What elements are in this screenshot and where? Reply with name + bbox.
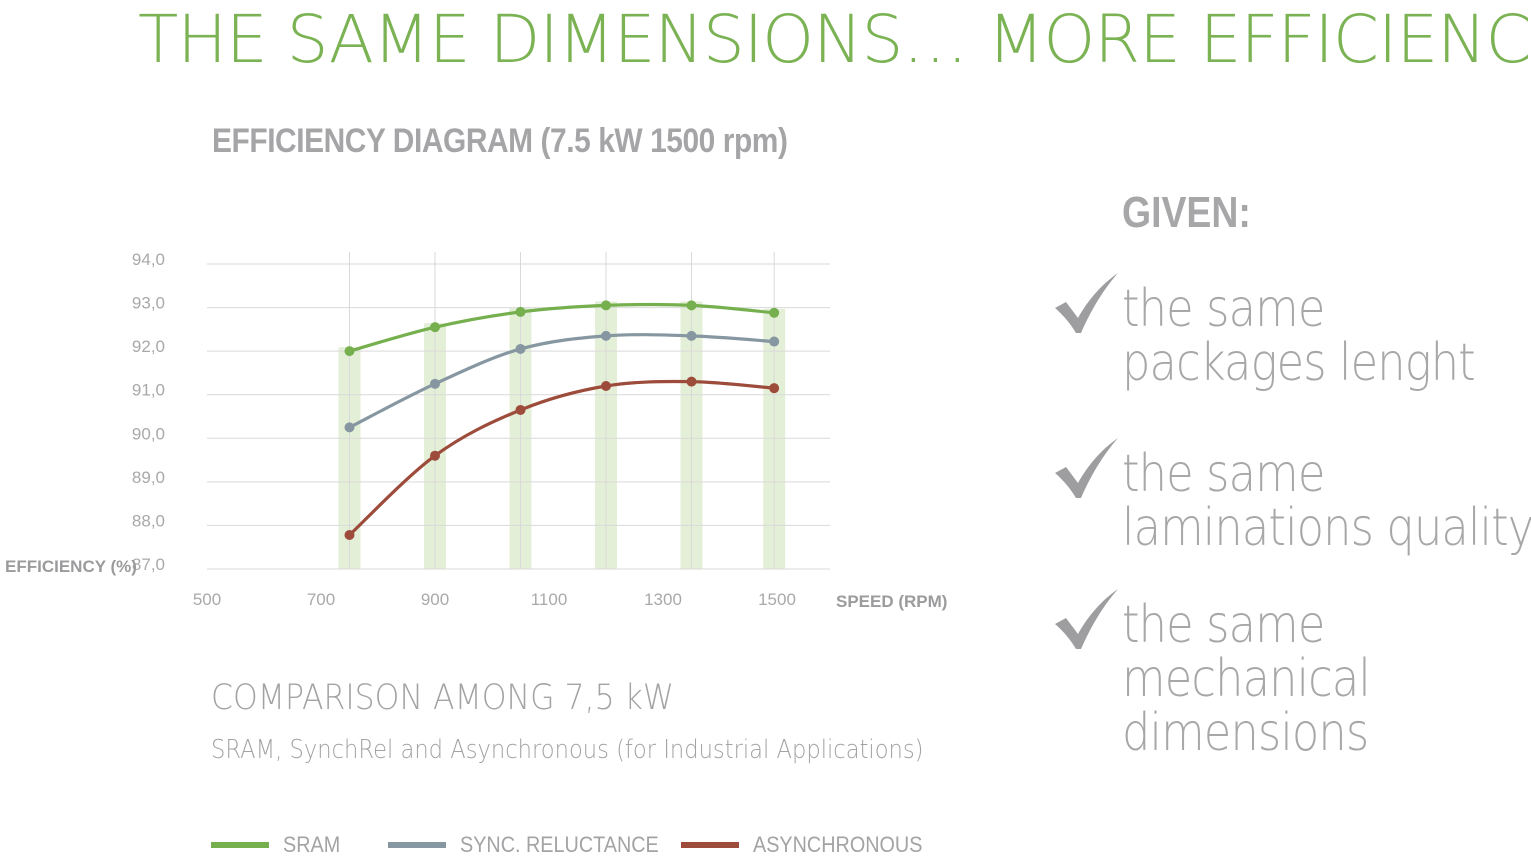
legend-swatch-asynchronous [681, 842, 739, 848]
given-line: packages lenght [1122, 333, 1476, 393]
given-text: the same laminations quality [1122, 447, 1531, 555]
data-point-sync-reluctance [515, 343, 526, 354]
x-tick-label: 700 [307, 590, 335, 609]
chart-title: EFFICIENCY DIAGRAM (7.5 kW 1500 rpm) [212, 122, 788, 160]
data-point-sync-reluctance [344, 422, 355, 433]
y-tick-label: 88,0 [132, 511, 165, 530]
checkmark-icon [1055, 589, 1118, 649]
data-point-sram [769, 307, 780, 318]
legend-item-sram: SRAM [211, 828, 347, 862]
series-line-sram [347, 302, 776, 353]
given-line: mechanical [1122, 649, 1371, 709]
given-line: the same [1122, 595, 1325, 655]
x-axis-label: SPEED (RPM) [836, 592, 947, 611]
data-point-asynchronous [686, 376, 697, 387]
checkmark-icon [1055, 438, 1118, 498]
given-title: GIVEN: [1122, 188, 1251, 237]
y-axis-label: EFFICIENCY (%) [5, 557, 137, 576]
data-point-asynchronous [601, 381, 611, 391]
legend-swatch-sram [211, 842, 269, 848]
given-line: the same [1122, 279, 1325, 339]
chart-ticks: 87,0 88,0 89,0 90,0 91,0 92,0 93,0 94,0 500 700 90… [132, 250, 796, 609]
x-tick-label: 1500 [758, 590, 796, 609]
x-tick-label: 900 [421, 590, 449, 609]
given-text: the same mechanical dimensions [1122, 595, 1371, 763]
data-point-sram [686, 300, 697, 311]
legend-label-sram: SRAM [283, 832, 341, 857]
data-point-asynchronous [769, 383, 780, 394]
data-point-sync-reluctance [686, 330, 697, 341]
y-tick-label: 89,0 [132, 468, 165, 487]
given-line: laminations quality [1122, 498, 1531, 558]
data-point-asynchronous [515, 404, 526, 415]
data-point-sync-reluctance [430, 378, 440, 389]
y-tick-label: 94,0 [132, 250, 165, 269]
legend-label-asynchronous: ASYNCHRONOUS [753, 832, 923, 857]
given-line: dimensions [1122, 703, 1369, 763]
headline: THE SAME DIMENSIONS… MORE EFFICIENCY [138, 1, 1531, 78]
given-text: the same packages lenght [1122, 279, 1476, 393]
series-line-sync-reluctance [347, 333, 776, 429]
legend-item-asynchronous: ASYNCHRONOUS [681, 828, 941, 862]
y-tick-label: 92,0 [132, 337, 165, 356]
y-tick-label: 91,0 [132, 381, 165, 400]
efficiency-chart: 87,0 88,0 89,0 90,0 91,0 92,0 93,0 94,0 500 700 90… [5, 250, 947, 611]
data-point-sram [601, 300, 611, 311]
x-tick-label: 500 [193, 590, 221, 609]
x-tick-label: 1100 [531, 590, 568, 609]
checkmark-icon [1055, 273, 1118, 333]
y-tick-label: 90,0 [132, 424, 165, 443]
x-tick-label: 1300 [644, 590, 682, 609]
chart-series [344, 300, 780, 541]
legend-item-sync-reluctance: SYNC. RELUCTANCE [388, 828, 681, 862]
data-point-sync-reluctance [769, 336, 780, 347]
data-point-sram [515, 306, 526, 317]
legend-swatch-sync-reluctance [388, 842, 446, 848]
comparison-title: COMPARISON AMONG 7,5 kW [211, 678, 675, 718]
data-point-sram [344, 346, 355, 357]
given-line: the same [1122, 444, 1325, 504]
data-point-sync-reluctance [601, 330, 611, 341]
y-tick-label: 93,0 [132, 294, 165, 313]
comparison-subtitle: SRAM, SynchRel and Asynchronous (for Ind… [211, 735, 924, 765]
series-line-asynchronous [347, 379, 776, 537]
legend-label-sync-reluctance: SYNC. RELUCTANCE [460, 832, 659, 857]
data-point-asynchronous [344, 530, 355, 541]
chart-legend: SRAM SYNC. RELUCTANCE ASYNCHRONOUS [211, 828, 931, 862]
data-point-asynchronous [430, 450, 440, 461]
y-tick-label: 87,0 [132, 555, 165, 574]
data-point-sram [430, 322, 440, 333]
